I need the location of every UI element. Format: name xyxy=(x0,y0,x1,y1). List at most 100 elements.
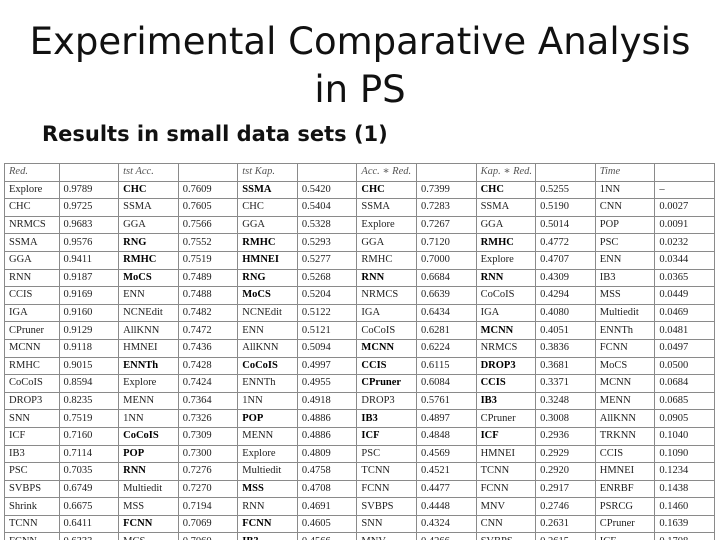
value-cell: 0.5404 xyxy=(296,198,358,217)
value-cell: 0.5094 xyxy=(296,338,358,358)
value-cell: 0.5190 xyxy=(535,198,596,217)
method-cell: ENRBF xyxy=(594,479,656,499)
method-cell: NRMCS xyxy=(356,286,417,305)
method-cell: CHC xyxy=(237,198,298,217)
value-cell: 0.0091 xyxy=(654,215,715,235)
method-cell: RNN xyxy=(4,268,60,288)
value-cell: 0.0905 xyxy=(654,409,715,428)
method-cell: RMHC xyxy=(356,250,417,270)
method-cell: ICF xyxy=(356,426,417,446)
method-cell: ENNTh xyxy=(594,321,656,340)
table-row: FCNN0.6333MCS0.7060IB30.4566MNV0.4266SVB… xyxy=(4,532,715,540)
method-cell: CHC xyxy=(356,180,417,200)
value-cell: 0.0469 xyxy=(654,303,715,323)
value-cell: 0.7267 xyxy=(416,215,477,235)
table-row: NRMCS 0.9683 GGA 0.7566 GGA 0.5328 Explore 0.72… xyxy=(4,215,715,235)
method-cell: GGA xyxy=(118,215,179,235)
value-cell: 0.3371 xyxy=(535,374,596,393)
value-cell: 0.9683 xyxy=(58,215,120,235)
table-row: SVBPS 0.6749 Multiedit 0.7270 MSS 0.4708 FCNN 0… xyxy=(4,479,715,499)
method-cell: RNN xyxy=(237,497,298,516)
value-cell: 0.7114 xyxy=(58,444,120,464)
method-cell: ENN xyxy=(237,321,298,340)
value-cell: 0.6084 xyxy=(416,374,477,393)
value-cell: 0.4080 xyxy=(535,303,596,323)
method-cell: MCNN xyxy=(475,321,537,340)
value-cell: 0.6333 xyxy=(58,532,120,540)
value-cell: 0.1090 xyxy=(654,444,715,464)
method-cell: Multiedit xyxy=(237,462,298,481)
method-cell: ENN xyxy=(594,250,656,270)
column-header: Kap. ∗ Red. xyxy=(475,163,537,182)
method-cell: RMHC xyxy=(118,250,179,270)
value-cell: 0.1460 xyxy=(654,497,715,516)
value-cell: 0.7605 xyxy=(177,198,239,217)
method-cell: CHC xyxy=(4,198,60,217)
method-cell: Multiedit xyxy=(594,303,656,323)
value-cell: 0.2920 xyxy=(535,462,596,481)
method-cell: CCIS xyxy=(475,374,537,393)
method-cell: Explore xyxy=(356,215,417,235)
table-row: DROP3 0.8235 MENN 0.7364 1NN 0.4918 DROP3 0.576… xyxy=(4,391,715,411)
slide-title: Experimental Comparative Analysis in PS xyxy=(0,18,720,114)
value-cell: 0.7120 xyxy=(416,233,477,252)
method-cell: MSS xyxy=(237,479,298,499)
value-cell: 0.7283 xyxy=(416,198,477,217)
table-row: ICF 0.7160 CoCoIS 0.7309 MENN 0.4886 ICF 0.4848… xyxy=(4,426,715,446)
value-cell: 0.7482 xyxy=(177,303,239,323)
value-cell: 0.0027 xyxy=(654,198,715,217)
column-header xyxy=(654,163,715,182)
value-cell: 0.7472 xyxy=(177,321,239,340)
value-cell: 0.4848 xyxy=(416,426,477,446)
value-cell: 0.8594 xyxy=(58,374,120,393)
value-cell: 0.5277 xyxy=(296,250,358,270)
method-cell: FCNN xyxy=(4,532,60,540)
method-cell: GGA xyxy=(475,215,537,235)
value-cell: 0.7399 xyxy=(416,180,477,200)
method-cell: TCNN xyxy=(356,462,417,481)
method-cell: SNN xyxy=(4,409,60,428)
value-cell: 0.7035 xyxy=(58,462,120,481)
value-cell: 0.9576 xyxy=(58,233,120,252)
method-cell: TRKNN xyxy=(594,426,656,446)
method-cell: HMNEI xyxy=(237,250,298,270)
method-cell: Shrink xyxy=(4,497,60,516)
value-cell: 0.7488 xyxy=(177,286,239,305)
method-cell: Explore xyxy=(237,444,298,464)
value-cell: 0.0500 xyxy=(654,356,715,376)
value-cell: 0.1234 xyxy=(654,462,715,481)
method-cell: MNV xyxy=(356,532,417,540)
value-cell: 0.4897 xyxy=(416,409,477,428)
value-cell: 0.7276 xyxy=(177,462,239,481)
value-cell: 0.4566 xyxy=(296,532,358,540)
value-cell: 0.4918 xyxy=(296,391,358,411)
value-cell: 0.7060 xyxy=(177,532,239,540)
value-cell: 0.9187 xyxy=(58,268,120,288)
method-cell: IB3 xyxy=(356,409,417,428)
value-cell: 0.6434 xyxy=(416,303,477,323)
column-header xyxy=(296,163,358,182)
value-cell: 0.2917 xyxy=(535,479,596,499)
value-cell: 0.9169 xyxy=(58,286,120,305)
value-cell: 0.0497 xyxy=(654,338,715,358)
value-cell: 0.4324 xyxy=(416,514,477,534)
method-cell: MNV xyxy=(475,497,537,516)
method-cell: AllKNN xyxy=(237,338,298,358)
method-cell: CoCoIS xyxy=(118,426,179,446)
table-row: CCIS 0.9169 ENN 0.7488 MoCS 0.5204 NRMCS 0.6639… xyxy=(4,286,715,305)
method-cell: CHC xyxy=(475,180,537,200)
column-header xyxy=(177,163,239,182)
method-cell: MCNN xyxy=(356,338,417,358)
method-cell: GGA xyxy=(356,233,417,252)
method-cell: 1NN xyxy=(237,391,298,411)
table-row: CoCoIS 0.8594 Explore 0.7424 ENNTh 0.4955 CPru… xyxy=(4,374,715,393)
method-cell: FCNN xyxy=(237,514,298,534)
value-cell: 0.5204 xyxy=(296,286,358,305)
column-header xyxy=(535,163,596,182)
value-cell: 0.1040 xyxy=(654,426,715,446)
table-body: Explore 0.9789 CHC 0.7609 SSMA 0.5420 CHC 0.739… xyxy=(4,180,715,540)
method-cell: RNN xyxy=(356,268,417,288)
method-cell: FCNN xyxy=(118,514,179,534)
method-cell: DROP3 xyxy=(356,391,417,411)
value-cell: 0.4809 xyxy=(296,444,358,464)
